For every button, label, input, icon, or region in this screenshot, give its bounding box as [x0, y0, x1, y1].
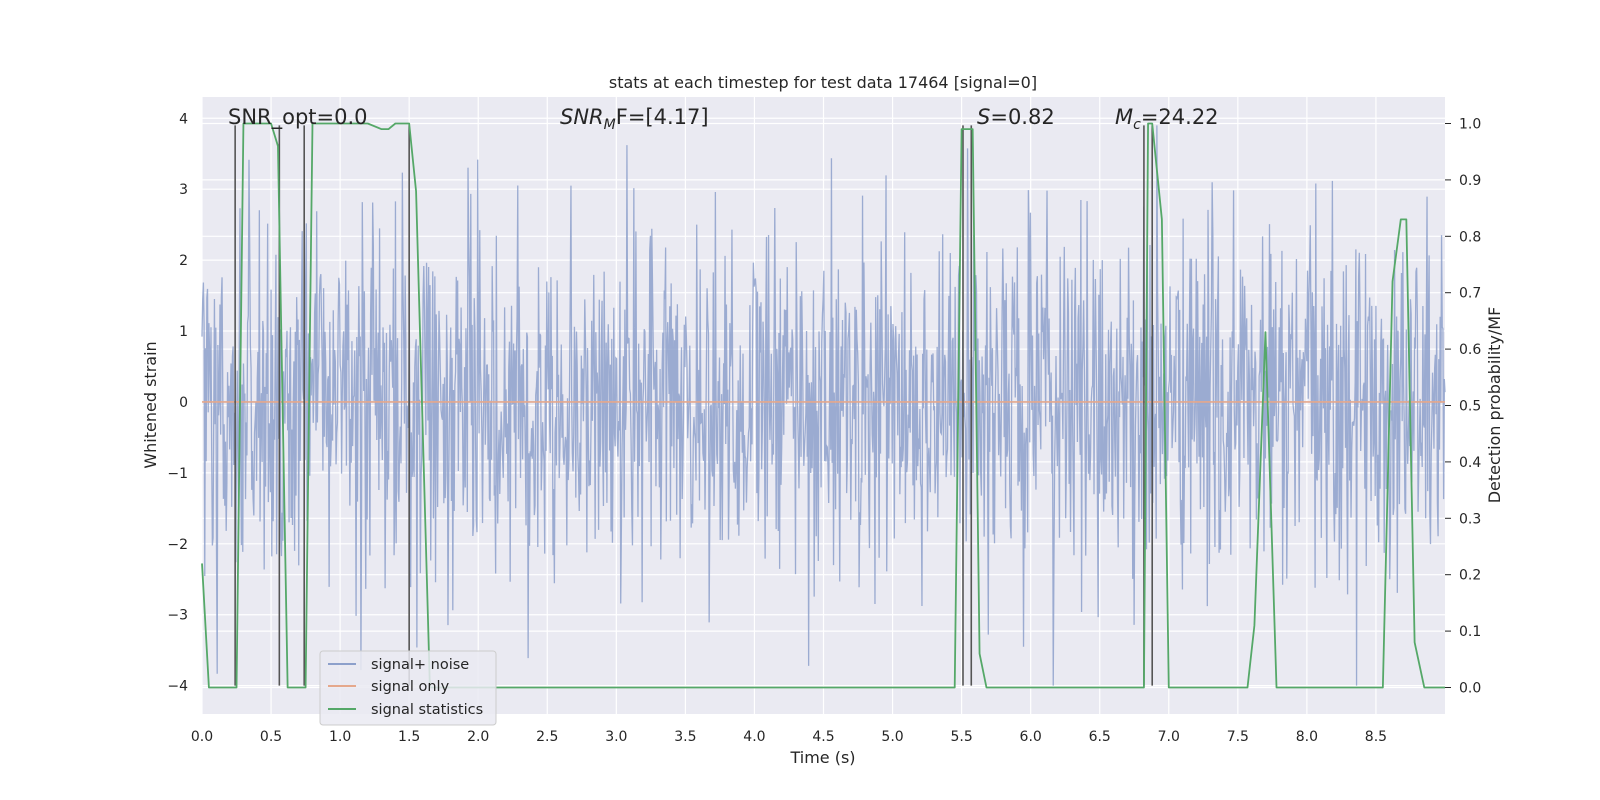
y2-tick-label-0: 0.0	[1459, 680, 1481, 696]
series-signal-statistics-line	[201, 122, 1445, 689]
annotation-mc-base: M	[1115, 105, 1133, 129]
x-tick-label-2: 1.0	[329, 729, 351, 745]
x-tick-label-10: 5.0	[881, 729, 903, 745]
y2-tick-label-2: 0.2	[1459, 568, 1481, 584]
x-tick-label-4: 2.0	[467, 729, 489, 745]
y2-tick-label-10: 1.0	[1459, 117, 1481, 133]
y2-tick-label-5: 0.5	[1459, 399, 1481, 415]
annotation-snr-mf-rest: F=[4.17]	[616, 105, 709, 129]
y-tick-label-7: 3	[179, 182, 188, 198]
series-signal-statistics	[201, 122, 1445, 689]
x-tick-label-13: 6.5	[1089, 729, 1111, 745]
annotation-snr-mf: SNRMF=[4.17]	[560, 105, 709, 133]
x-tick-label-15: 7.5	[1227, 729, 1249, 745]
y2-tick-label-3: 0.3	[1459, 511, 1481, 527]
x-tick-label-3: 1.5	[398, 729, 420, 745]
y2-tick-label-1: 0.1	[1459, 624, 1481, 640]
legend-label-noise: signal+ noise	[371, 657, 469, 673]
x-tick-label-8: 4.0	[743, 729, 765, 745]
y2-tick-label-8: 0.8	[1459, 229, 1481, 245]
annotation-snr-mf-sub: M	[604, 117, 616, 133]
legend: signal+ noise signal only signal statist…	[319, 650, 497, 726]
chart-title: stats at each timestep for test data 174…	[609, 73, 1037, 92]
y2-tick-label-9: 0.9	[1459, 173, 1481, 189]
y-tick-label-3: −1	[167, 466, 188, 482]
x-tick-label-9: 4.5	[812, 729, 834, 745]
annotation-s: S=0.82	[977, 105, 1055, 129]
y-tick-label-5: 1	[179, 324, 188, 340]
y2-tick-label-7: 0.7	[1459, 286, 1481, 302]
x-tick-label-11: 5.5	[950, 729, 972, 745]
x-tick-label-7: 3.5	[674, 729, 696, 745]
x-tick-label-5: 2.5	[536, 729, 558, 745]
vertical-markers	[234, 125, 1154, 686]
legend-box	[319, 650, 497, 726]
annotation-snr-mf-base: SNR	[560, 105, 604, 129]
x-axis-label: Time (s)	[789, 748, 855, 767]
y2-tick-label-4: 0.4	[1459, 455, 1481, 471]
x-tick-label-12: 6.0	[1020, 729, 1042, 745]
y-tick-label-2: −2	[167, 537, 188, 553]
x-tick-label-0: 0.0	[191, 729, 213, 745]
y2-tick-label-6: 0.6	[1459, 342, 1481, 358]
x-tick-label-16: 8.0	[1296, 729, 1318, 745]
legend-label-stats: signal statistics	[371, 702, 483, 718]
y-tick-label-1: −3	[167, 608, 188, 624]
x-tick-label-6: 3.0	[605, 729, 627, 745]
grid	[201, 97, 1445, 714]
y-tick-label-4: 0	[179, 395, 188, 411]
x-tick-label-1: 0.5	[260, 729, 282, 745]
annotation-s-value: =0.82	[990, 105, 1054, 129]
annotation-mc-value: =24.22	[1141, 105, 1219, 129]
annotation-mc: Mc=24.22	[1115, 105, 1219, 133]
y2-axis-label: Detection probability/MF	[1485, 307, 1504, 504]
y-tick-label-0: −4	[167, 679, 188, 695]
annotation-s-italic: S	[977, 105, 990, 129]
y-tick-label-8: 4	[179, 111, 188, 127]
y-tick-label-6: 2	[179, 253, 188, 269]
annotation-snr-opt: SNR_opt=0.0	[228, 105, 368, 130]
annotation-mc-sub: c	[1133, 117, 1141, 133]
x-tick-label-17: 8.5	[1365, 729, 1387, 745]
x-tick-label-14: 7.0	[1158, 729, 1180, 745]
y-axis-label: Whitened strain	[141, 341, 160, 468]
legend-label-signal: signal only	[371, 679, 450, 695]
ticks: 0.0 0.5 1.0 1.5 2.0 2.5 3.0 3.5 4.0 4.5 5.0 5.5 6.0 6…	[167, 111, 1481, 745]
